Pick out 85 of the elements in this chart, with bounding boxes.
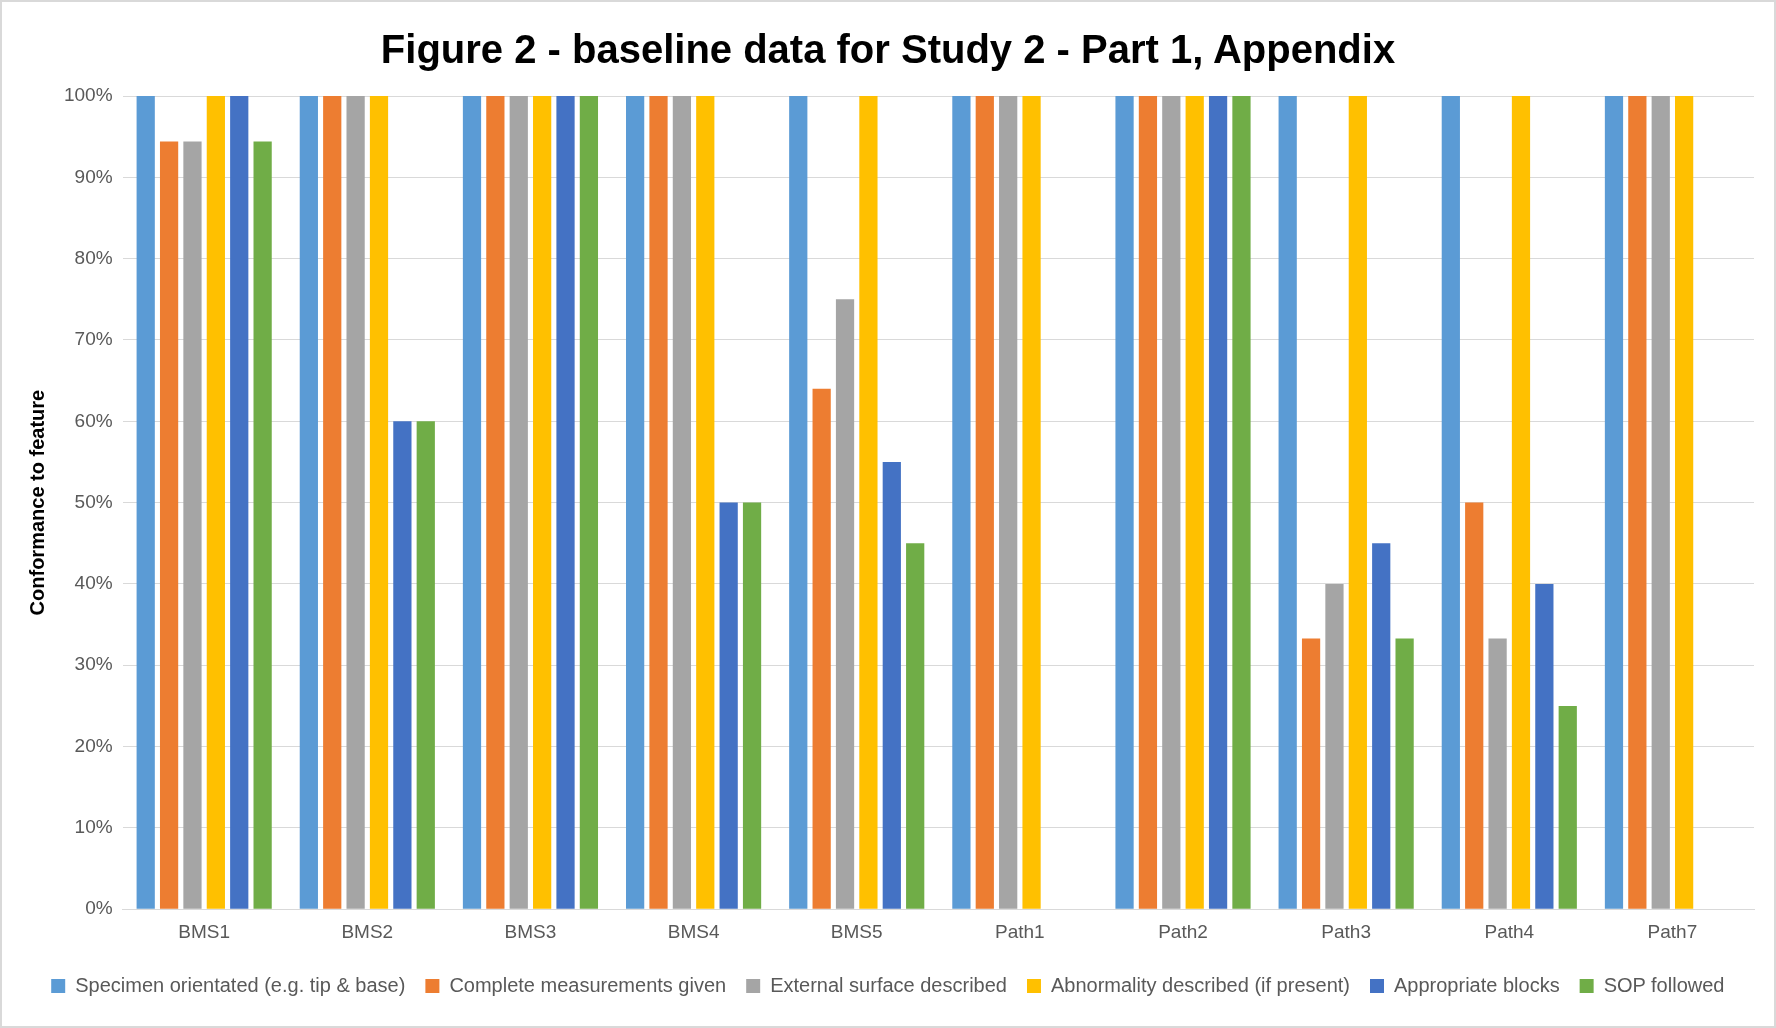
y-tick-label: 30% — [74, 653, 113, 675]
bar — [1651, 96, 1670, 909]
bar — [159, 141, 179, 909]
bar — [1488, 638, 1507, 909]
bar — [183, 141, 202, 909]
y-tick-label: 70% — [74, 328, 113, 350]
bar — [393, 421, 412, 909]
x-tick-label: BMS4 — [667, 920, 720, 942]
x-tick-label: Path1 — [995, 920, 1045, 942]
bar — [1535, 583, 1554, 909]
bar — [952, 96, 971, 909]
bar — [835, 299, 855, 909]
bar — [626, 96, 645, 909]
bar — [416, 421, 435, 909]
bar — [789, 96, 808, 909]
bar — [206, 96, 225, 909]
bar — [649, 96, 668, 909]
y-tick-label: 10% — [74, 816, 113, 838]
bar — [462, 96, 482, 909]
bar — [136, 96, 155, 909]
legend-label: External surface described — [770, 973, 1007, 996]
y-tick-label: 20% — [74, 734, 113, 756]
bar — [1115, 96, 1134, 909]
y-tick-label: 60% — [74, 409, 113, 431]
bar — [1441, 96, 1460, 909]
y-tick-label: 50% — [74, 490, 113, 512]
bar — [253, 141, 272, 909]
bar — [696, 96, 715, 909]
x-tick-label: BMS1 — [178, 920, 231, 942]
bar — [1278, 96, 1297, 909]
bar — [1022, 96, 1041, 909]
y-tick-label: 100% — [63, 84, 113, 106]
bar — [346, 96, 365, 909]
y-tick-label: 40% — [74, 572, 113, 594]
bar — [1675, 96, 1694, 909]
y-tick-label: 80% — [74, 246, 113, 268]
x-tick-label: BMS3 — [504, 920, 557, 942]
bar — [1138, 96, 1158, 909]
bar — [1372, 543, 1391, 909]
bar — [1511, 96, 1531, 909]
bar — [906, 543, 925, 909]
bar — [299, 96, 318, 909]
bar — [1348, 96, 1367, 909]
bar — [742, 502, 762, 909]
bar — [975, 96, 994, 909]
x-tick-label: BMS5 — [830, 920, 883, 942]
x-tick-label: BMS2 — [341, 920, 394, 942]
bar — [719, 502, 738, 909]
bar — [1325, 583, 1344, 909]
bar — [579, 96, 599, 909]
bar — [999, 96, 1018, 909]
y-tick-label: 90% — [74, 165, 113, 187]
bar — [1395, 638, 1414, 909]
bar — [1301, 638, 1321, 909]
bar — [486, 96, 505, 909]
x-tick-label: Path3 — [1321, 920, 1371, 942]
bar — [1465, 502, 1484, 909]
y-tick-label: 0% — [85, 897, 113, 919]
bar — [672, 96, 692, 909]
legend-label: Appropriate blocks — [1393, 973, 1560, 996]
bar — [859, 96, 878, 909]
x-tick-label: Path2 — [1158, 920, 1208, 942]
legend-label: Abnormality described (if present) — [1050, 973, 1350, 996]
bar — [1628, 96, 1647, 909]
chart-title: Figure 2 - baseline data for Study 2 - Part 1, Appendix — [380, 27, 1396, 72]
legend-label: SOP followed — [1603, 973, 1725, 996]
x-tick-label: Path7 — [1647, 920, 1698, 942]
y-axis-title: Conformance to feature — [25, 389, 48, 616]
bar — [812, 388, 831, 909]
legend-label: Complete measurements given — [449, 973, 727, 996]
bar — [1185, 96, 1204, 909]
bar — [1162, 96, 1181, 909]
bar — [1558, 705, 1577, 909]
legend-label: Specimen orientated (e.g. tip & base) — [75, 973, 406, 996]
bar — [556, 96, 575, 909]
bar — [1208, 96, 1228, 909]
bar — [369, 96, 389, 909]
bar — [1232, 96, 1251, 909]
bar — [509, 96, 528, 909]
x-tick-label: Path4 — [1484, 920, 1535, 942]
bar — [882, 461, 901, 909]
bar — [230, 96, 249, 909]
bar — [533, 96, 552, 909]
bar — [1604, 96, 1624, 909]
bar — [323, 96, 342, 909]
